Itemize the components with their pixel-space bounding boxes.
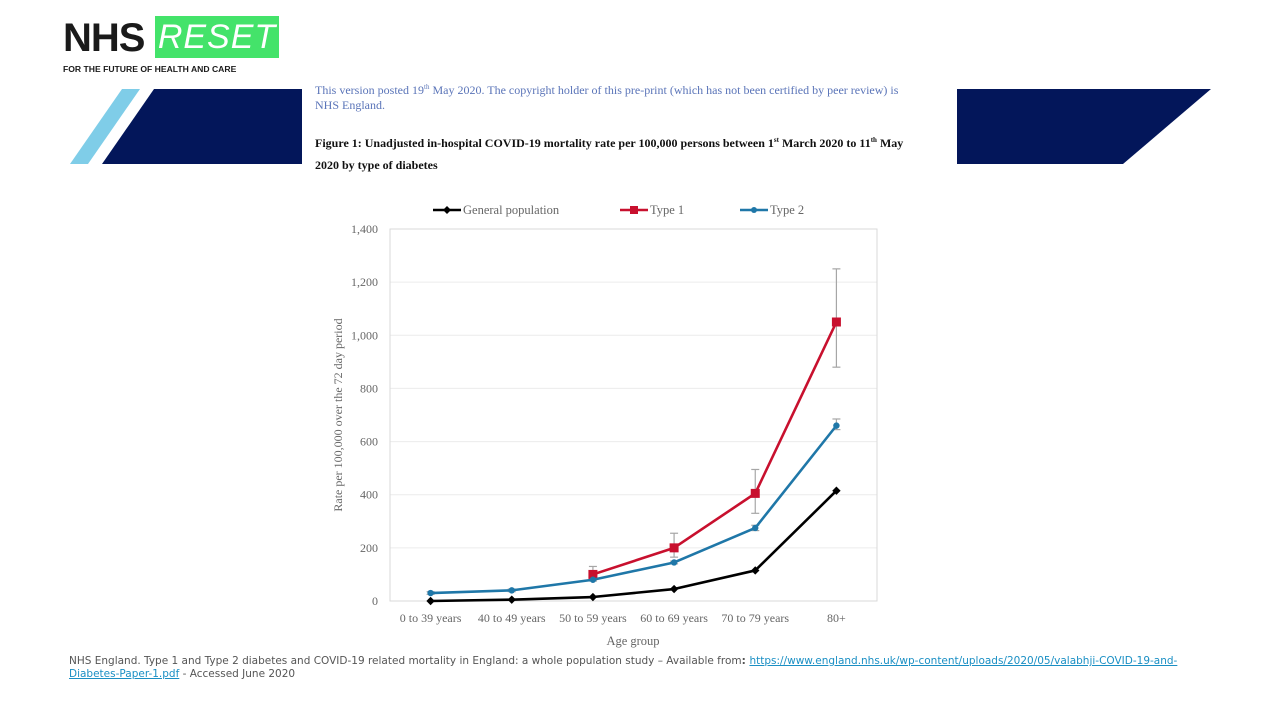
- circle-marker: [508, 587, 515, 594]
- legend-label: Type 1: [650, 203, 684, 217]
- square-marker: [831, 317, 841, 327]
- square-marker: [588, 569, 598, 579]
- x-tick-label: 40 to 49 years: [478, 611, 546, 625]
- y-tick-label: 400: [360, 488, 378, 502]
- square-marker: [630, 206, 638, 214]
- light-blue-stripe: [70, 89, 140, 164]
- legend-label: Type 2: [770, 203, 804, 217]
- error-bars: [426, 268, 841, 595]
- logo-nhs-text: NHS: [63, 16, 145, 60]
- series-general-population: [426, 486, 841, 606]
- logo-tagline: FOR THE FUTURE OF HEALTH AND CARE: [63, 64, 237, 74]
- y-tick-label: 1,200: [351, 275, 378, 289]
- square-marker: [669, 543, 679, 553]
- logo-reset-badge: RESET: [155, 16, 279, 58]
- preprint-notice: This version posted 19th May 2020. The c…: [315, 83, 899, 112]
- y-tick-label: 1,400: [351, 222, 378, 236]
- diamond-marker: [588, 592, 598, 602]
- plot-area-border: [389, 228, 878, 602]
- legend-item: General population: [433, 203, 560, 217]
- y-tick-label: 800: [360, 381, 378, 395]
- x-tick-label: 80+: [827, 611, 846, 625]
- x-tick-label: 60 to 69 years: [640, 611, 708, 625]
- circle-marker: [670, 559, 678, 566]
- y-tick-label: 0: [372, 594, 378, 608]
- y-tick-label: 1,000: [351, 328, 378, 342]
- x-tick-label: 50 to 59 years: [559, 611, 627, 625]
- x-axis-label: Age group: [606, 634, 659, 648]
- y-tick-label: 600: [360, 435, 378, 449]
- square-marker: [750, 488, 760, 498]
- diamond-marker: [669, 584, 679, 594]
- circle-marker: [751, 207, 757, 213]
- mortality-line-chart: General population Type 1 Type 2 0 200 400 60…: [331, 203, 878, 648]
- x-tick-label: 70 to 79 years: [721, 611, 789, 625]
- series-line: [430, 489, 838, 603]
- citation-link[interactable]: https://www.england.nhs.uk/wp-content/up…: [69, 655, 1178, 680]
- citation-text: NHS England. Type 1 and Type 2 diabetes …: [69, 655, 742, 667]
- navy-stripe-right: [957, 89, 1211, 164]
- diamond-marker: [507, 595, 516, 604]
- circle-marker: [589, 576, 597, 583]
- legend-label: General population: [463, 203, 560, 217]
- legend-item: Type 1: [620, 203, 684, 217]
- x-tick-label: 0 to 39 years: [400, 611, 462, 625]
- series-line: [430, 424, 838, 595]
- series-line: [592, 321, 838, 576]
- series-type-2: [427, 422, 840, 597]
- figure-title: Figure 1: Unadjusted in-hospital COVID-1…: [315, 136, 904, 172]
- diamond-marker: [832, 486, 841, 495]
- chart-legend: General population Type 1 Type 2: [433, 203, 804, 217]
- chart-series: [426, 317, 841, 606]
- diamond-marker: [751, 566, 760, 575]
- circle-marker: [752, 524, 759, 532]
- right-banner-decoration: [957, 89, 1211, 164]
- citation-accessed: - Accessed June 2020: [179, 668, 296, 680]
- navy-stripe-left: [102, 89, 302, 164]
- left-banner-decoration: [70, 89, 302, 164]
- source-citation: NHS England. Type 1 and Type 2 diabetes …: [69, 655, 1178, 680]
- legend-item: Type 2: [740, 203, 804, 217]
- chart-gridlines: [390, 228, 877, 602]
- diamond-marker: [426, 596, 435, 606]
- diamond-marker: [443, 206, 451, 214]
- nhs-reset-logo: NHS RESET FOR THE FUTURE OF HEALTH AND C…: [63, 16, 283, 76]
- y-axis-label: Rate per 100,000 over the 72 day period: [331, 318, 345, 511]
- circle-marker: [833, 422, 840, 429]
- x-axis-ticks: 0 to 39 years 40 to 49 years 50 to 59 year…: [400, 611, 846, 625]
- y-tick-label: 200: [360, 541, 378, 555]
- circle-marker: [427, 589, 434, 597]
- y-axis-ticks: 0 200 400 600 800 1,000 1,200 1,400: [351, 222, 378, 608]
- series-type-1: [588, 317, 841, 579]
